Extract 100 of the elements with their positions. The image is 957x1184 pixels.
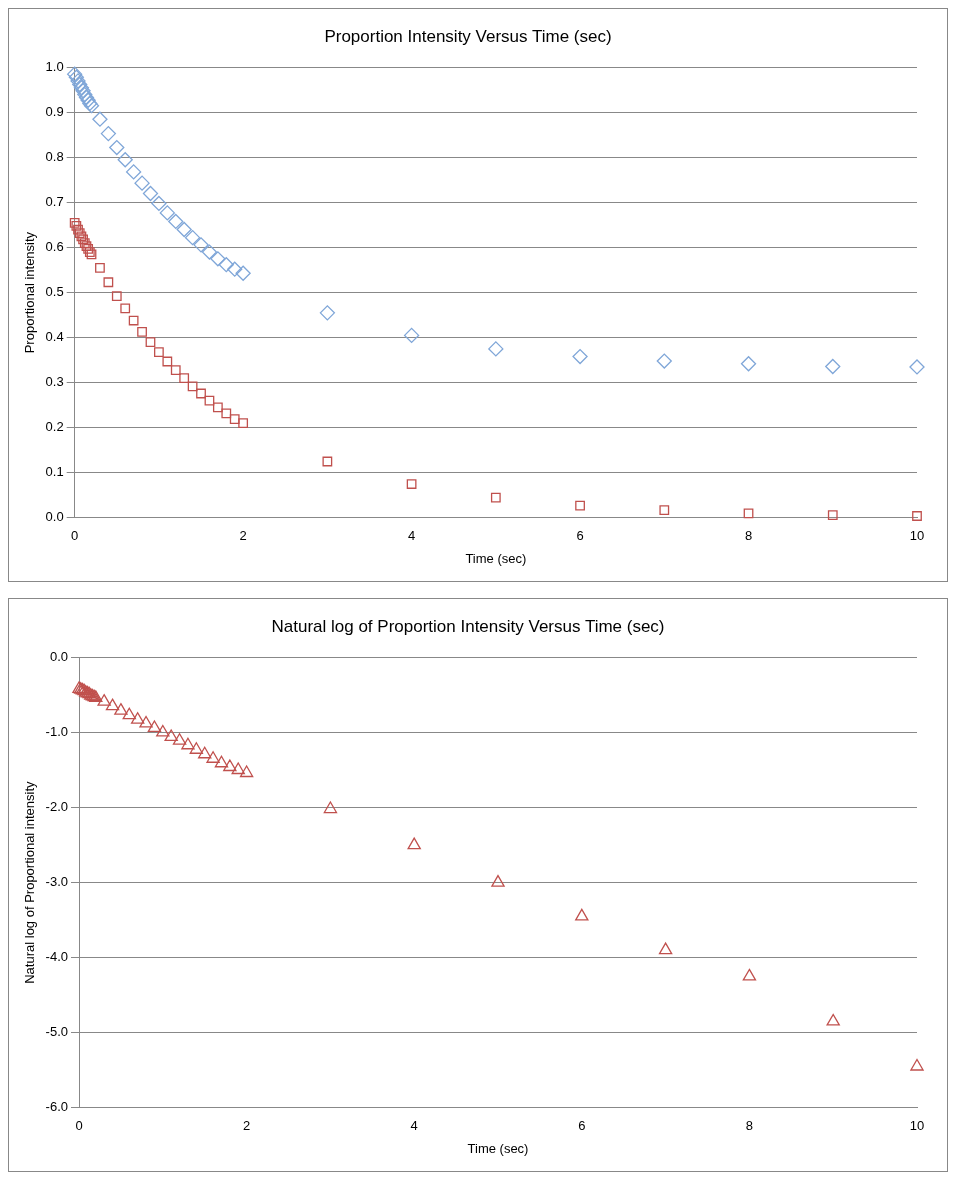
point bbox=[239, 765, 254, 778]
point bbox=[910, 1058, 924, 1071]
x-tick-label: 6 bbox=[578, 1118, 586, 1134]
point bbox=[206, 751, 220, 763]
x-tick-label: 6 bbox=[576, 528, 584, 544]
x-tick-label: 10 bbox=[909, 1118, 925, 1134]
point bbox=[79, 238, 90, 248]
point bbox=[218, 257, 234, 273]
point bbox=[210, 251, 226, 267]
point bbox=[322, 456, 333, 467]
point bbox=[97, 694, 111, 706]
point bbox=[740, 356, 757, 372]
point bbox=[142, 185, 159, 202]
point bbox=[134, 175, 150, 191]
y-axis-title: Proportional intensity bbox=[22, 231, 38, 354]
point bbox=[223, 759, 237, 772]
point bbox=[71, 221, 82, 231]
point bbox=[214, 755, 229, 768]
point bbox=[221, 408, 232, 419]
y-tick-label: 0.2 bbox=[45, 419, 64, 435]
y-tick-label: 0.7 bbox=[45, 194, 64, 210]
point bbox=[204, 395, 215, 406]
y-tick-label: -6.0 bbox=[45, 1099, 68, 1115]
y-tick-label: 0.8 bbox=[45, 149, 64, 165]
point bbox=[95, 262, 105, 273]
point bbox=[69, 217, 80, 228]
point bbox=[145, 337, 156, 348]
point bbox=[572, 348, 588, 365]
point bbox=[122, 707, 136, 720]
y-tick-label: 0.5 bbox=[45, 284, 64, 300]
point bbox=[147, 720, 162, 733]
y-tick-label: 0.0 bbox=[49, 648, 68, 664]
point bbox=[231, 762, 245, 775]
y-tick-label: -1.0 bbox=[45, 724, 68, 740]
point bbox=[227, 261, 243, 277]
point bbox=[193, 237, 209, 253]
point bbox=[125, 164, 142, 180]
x-tick-label: 2 bbox=[242, 1118, 251, 1134]
point bbox=[197, 746, 212, 759]
point bbox=[490, 492, 501, 503]
point bbox=[70, 73, 86, 89]
point bbox=[827, 510, 838, 520]
point bbox=[162, 356, 173, 367]
point bbox=[187, 381, 198, 392]
point bbox=[154, 347, 164, 357]
y-tick-label: 0.3 bbox=[45, 374, 64, 390]
point bbox=[826, 1013, 840, 1026]
point bbox=[103, 277, 114, 288]
point bbox=[406, 479, 417, 489]
point bbox=[120, 303, 131, 314]
point bbox=[742, 968, 757, 981]
point bbox=[73, 224, 83, 235]
point bbox=[176, 221, 192, 238]
y-tick-label: -5.0 bbox=[45, 1024, 68, 1040]
y-axis-title: Natural log of Proportional intensity bbox=[22, 780, 38, 984]
chart-title: Natural log of Proportion Intensity Versus Time (sec) bbox=[271, 616, 665, 636]
chart-title: Proportion Intensity Versus Time (sec) bbox=[324, 26, 612, 46]
x-axis-title: Time (sec) bbox=[467, 1140, 529, 1156]
y-tick-label: 0.0 bbox=[45, 509, 64, 525]
point bbox=[912, 511, 922, 521]
x-tick-label: 4 bbox=[410, 1118, 418, 1134]
point bbox=[196, 388, 206, 399]
point bbox=[656, 353, 672, 369]
point bbox=[179, 373, 190, 384]
point bbox=[156, 724, 170, 737]
y-tick-label: 0.9 bbox=[45, 104, 64, 120]
point bbox=[659, 505, 670, 516]
point bbox=[105, 698, 120, 711]
point bbox=[168, 213, 184, 230]
point bbox=[139, 715, 153, 728]
point bbox=[137, 326, 147, 337]
point bbox=[172, 733, 187, 745]
point bbox=[238, 418, 249, 429]
point bbox=[323, 801, 338, 814]
point bbox=[92, 111, 108, 127]
point bbox=[575, 908, 589, 921]
point bbox=[488, 341, 504, 357]
point bbox=[319, 305, 336, 321]
y-tick-label: 0.6 bbox=[45, 239, 64, 255]
y-tick-label: 0.1 bbox=[45, 464, 64, 480]
point bbox=[130, 712, 145, 724]
point bbox=[189, 742, 204, 754]
point bbox=[201, 244, 218, 260]
point bbox=[159, 205, 175, 221]
x-tick-label: 2 bbox=[239, 528, 247, 544]
point bbox=[403, 327, 420, 344]
point bbox=[407, 837, 421, 850]
x-tick-label: 4 bbox=[407, 528, 416, 544]
point bbox=[743, 508, 754, 519]
point bbox=[575, 500, 585, 511]
point bbox=[235, 265, 251, 281]
x-tick-label: 8 bbox=[745, 1118, 754, 1134]
x-tick-label: 10 bbox=[909, 528, 925, 544]
point bbox=[111, 291, 122, 302]
point bbox=[658, 942, 673, 955]
point bbox=[164, 729, 178, 742]
x-axis-title: Time (sec) bbox=[465, 550, 527, 566]
point bbox=[825, 358, 841, 375]
point bbox=[212, 402, 223, 413]
point bbox=[229, 414, 240, 425]
